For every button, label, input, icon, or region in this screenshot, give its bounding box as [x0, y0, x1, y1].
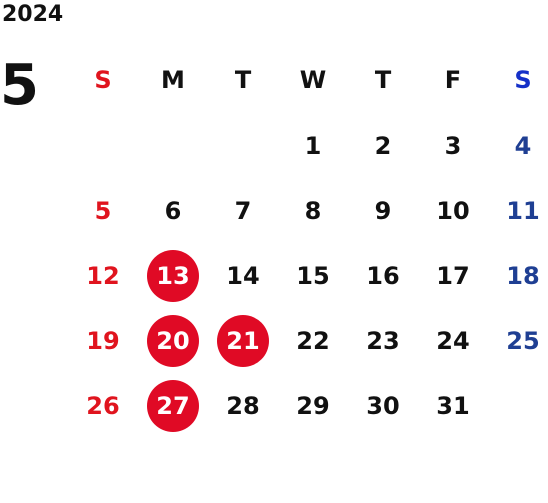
day-number: 19 — [86, 326, 120, 355]
day-number: 30 — [366, 391, 400, 420]
day-cell: 1 — [278, 113, 348, 178]
day-cell: 7 — [208, 178, 278, 243]
day-cell: 14 — [208, 243, 278, 308]
day-cell: 2 — [348, 113, 418, 178]
day-number: 27 — [147, 379, 199, 432]
day-number: 11 — [506, 196, 540, 225]
day-number: 3 — [444, 131, 462, 160]
day-number: 4 — [514, 131, 532, 160]
weekday-header: S — [514, 66, 532, 94]
calendar-grid: S M T W T F S 1 2 3 4 5 6 7 8 9 10 11 12 13 14 15 16 17 18 19 20 21… — [68, 47, 548, 438]
weekday-header: T — [374, 66, 392, 94]
day-cell: 19 — [68, 308, 138, 373]
day-number: 1 — [304, 131, 322, 160]
highlighted-day-cell: 27 — [138, 373, 208, 438]
day-number: 17 — [436, 261, 470, 290]
day-number: 26 — [86, 391, 120, 420]
weekday-header: W — [299, 66, 327, 94]
day-number: 13 — [147, 249, 199, 302]
empty-day-cell — [68, 113, 138, 178]
weekday-header: M — [161, 66, 185, 94]
day-cell: 6 — [138, 178, 208, 243]
day-number: 21 — [217, 314, 269, 367]
day-cell: 18 — [488, 243, 548, 308]
month-label: 5 — [0, 53, 39, 118]
day-cell: 16 — [348, 243, 418, 308]
day-cell: 28 — [208, 373, 278, 438]
day-number: 20 — [147, 314, 199, 367]
year-label: 2024 — [2, 2, 64, 27]
day-cell: 25 — [488, 308, 548, 373]
day-number: 10 — [436, 196, 470, 225]
day-cell: 30 — [348, 373, 418, 438]
day-cell: 29 — [278, 373, 348, 438]
weekday-header: T — [234, 66, 252, 94]
day-cell: 3 — [418, 113, 488, 178]
empty-day-cell — [488, 373, 548, 438]
day-number: 22 — [296, 326, 330, 355]
day-number: 15 — [296, 261, 330, 290]
day-number: 25 — [506, 326, 540, 355]
day-cell: 22 — [278, 308, 348, 373]
empty-day-cell — [208, 113, 278, 178]
weekday-header: S — [94, 66, 112, 94]
day-number: 31 — [436, 391, 470, 420]
day-number: 9 — [374, 196, 392, 225]
day-number: 28 — [226, 391, 260, 420]
day-cell: 24 — [418, 308, 488, 373]
day-number: 23 — [366, 326, 400, 355]
weekday-header: F — [444, 66, 462, 94]
day-cell: 23 — [348, 308, 418, 373]
day-number: 2 — [374, 131, 392, 160]
day-cell: 12 — [68, 243, 138, 308]
highlighted-day-cell: 21 — [208, 308, 278, 373]
day-number: 8 — [304, 196, 322, 225]
highlighted-day-cell: 13 — [138, 243, 208, 308]
day-number: 29 — [296, 391, 330, 420]
day-number: 18 — [506, 261, 540, 290]
day-cell: 8 — [278, 178, 348, 243]
day-number: 14 — [226, 261, 260, 290]
day-number: 7 — [234, 196, 252, 225]
day-number: 12 — [86, 261, 120, 290]
day-cell: 26 — [68, 373, 138, 438]
highlighted-day-cell: 20 — [138, 308, 208, 373]
day-cell: 4 — [488, 113, 548, 178]
empty-day-cell — [138, 113, 208, 178]
day-number: 16 — [366, 261, 400, 290]
day-cell: 10 — [418, 178, 488, 243]
day-cell: 5 — [68, 178, 138, 243]
day-number: 5 — [94, 196, 112, 225]
day-cell: 11 — [488, 178, 548, 243]
day-number: 24 — [436, 326, 470, 355]
day-cell: 17 — [418, 243, 488, 308]
day-cell: 31 — [418, 373, 488, 438]
day-cell: 9 — [348, 178, 418, 243]
day-number: 6 — [164, 196, 182, 225]
day-cell: 15 — [278, 243, 348, 308]
